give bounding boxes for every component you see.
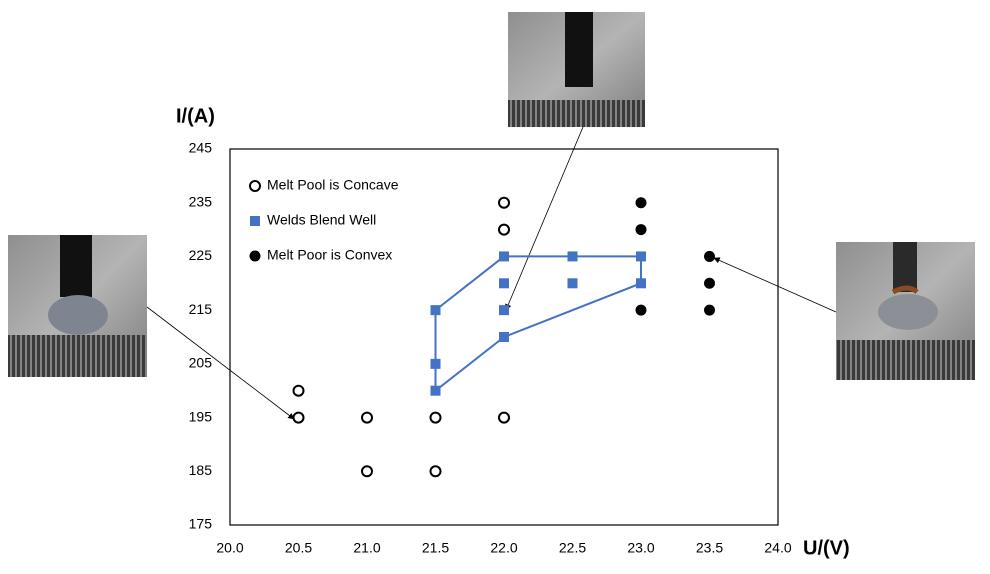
legend-marker (250, 216, 260, 226)
point (362, 413, 372, 423)
legend-label: Welds Blend Well (267, 212, 376, 228)
y-tick-label: 225 (189, 247, 213, 263)
point (431, 359, 441, 369)
photo-blend (508, 12, 645, 127)
point (704, 278, 715, 289)
y-tick-label: 205 (189, 355, 213, 371)
x-tick-label: 21.0 (353, 540, 380, 556)
point (636, 224, 647, 235)
point (568, 278, 578, 288)
x-tick-label: 24.0 (764, 540, 791, 556)
legend-label: Melt Poor is Convex (267, 247, 392, 263)
point (499, 278, 509, 288)
y-axis-label: I/(A) (176, 105, 215, 127)
point (636, 197, 647, 208)
point (704, 251, 715, 262)
point (362, 466, 372, 476)
x-axis-label: U/(V) (803, 537, 850, 559)
point (431, 466, 441, 476)
y-tick-label: 235 (189, 193, 213, 209)
point (499, 225, 509, 235)
x-tick-label: 23.0 (627, 540, 654, 556)
arrow (714, 258, 836, 312)
x-tick-label: 23.5 (696, 540, 723, 556)
photo-concave (8, 235, 147, 377)
point (499, 332, 509, 342)
point (431, 386, 441, 396)
point (636, 251, 646, 261)
legend-label: Melt Pool is Concave (267, 177, 399, 193)
point (499, 413, 509, 423)
y-tick-label: 195 (189, 408, 213, 424)
y-tick-label: 175 (189, 516, 213, 532)
point (431, 305, 441, 315)
x-tick-label: 20.0 (216, 540, 243, 556)
legend-marker (250, 181, 260, 191)
point (704, 305, 715, 316)
point (568, 251, 578, 261)
photo-convex (836, 242, 975, 380)
point (431, 413, 441, 423)
x-tick-label: 22.0 (490, 540, 517, 556)
region-outline (436, 256, 642, 390)
point (636, 305, 647, 316)
point (499, 305, 509, 315)
point (294, 386, 304, 396)
y-tick-label: 215 (189, 301, 213, 317)
x-tick-label: 21.5 (422, 540, 449, 556)
legend-marker (250, 251, 261, 262)
point (499, 198, 509, 208)
x-tick-label: 20.5 (285, 540, 312, 556)
x-tick-label: 22.5 (559, 540, 586, 556)
arrow (147, 307, 294, 419)
chart: I/(A) U/(V) 175 185 195 205 215 225 235 245 20.0… (0, 0, 990, 569)
point (294, 413, 304, 423)
point (636, 278, 646, 288)
point (499, 251, 509, 261)
y-tick-label: 185 (189, 462, 213, 478)
y-tick-label: 245 (189, 140, 213, 156)
